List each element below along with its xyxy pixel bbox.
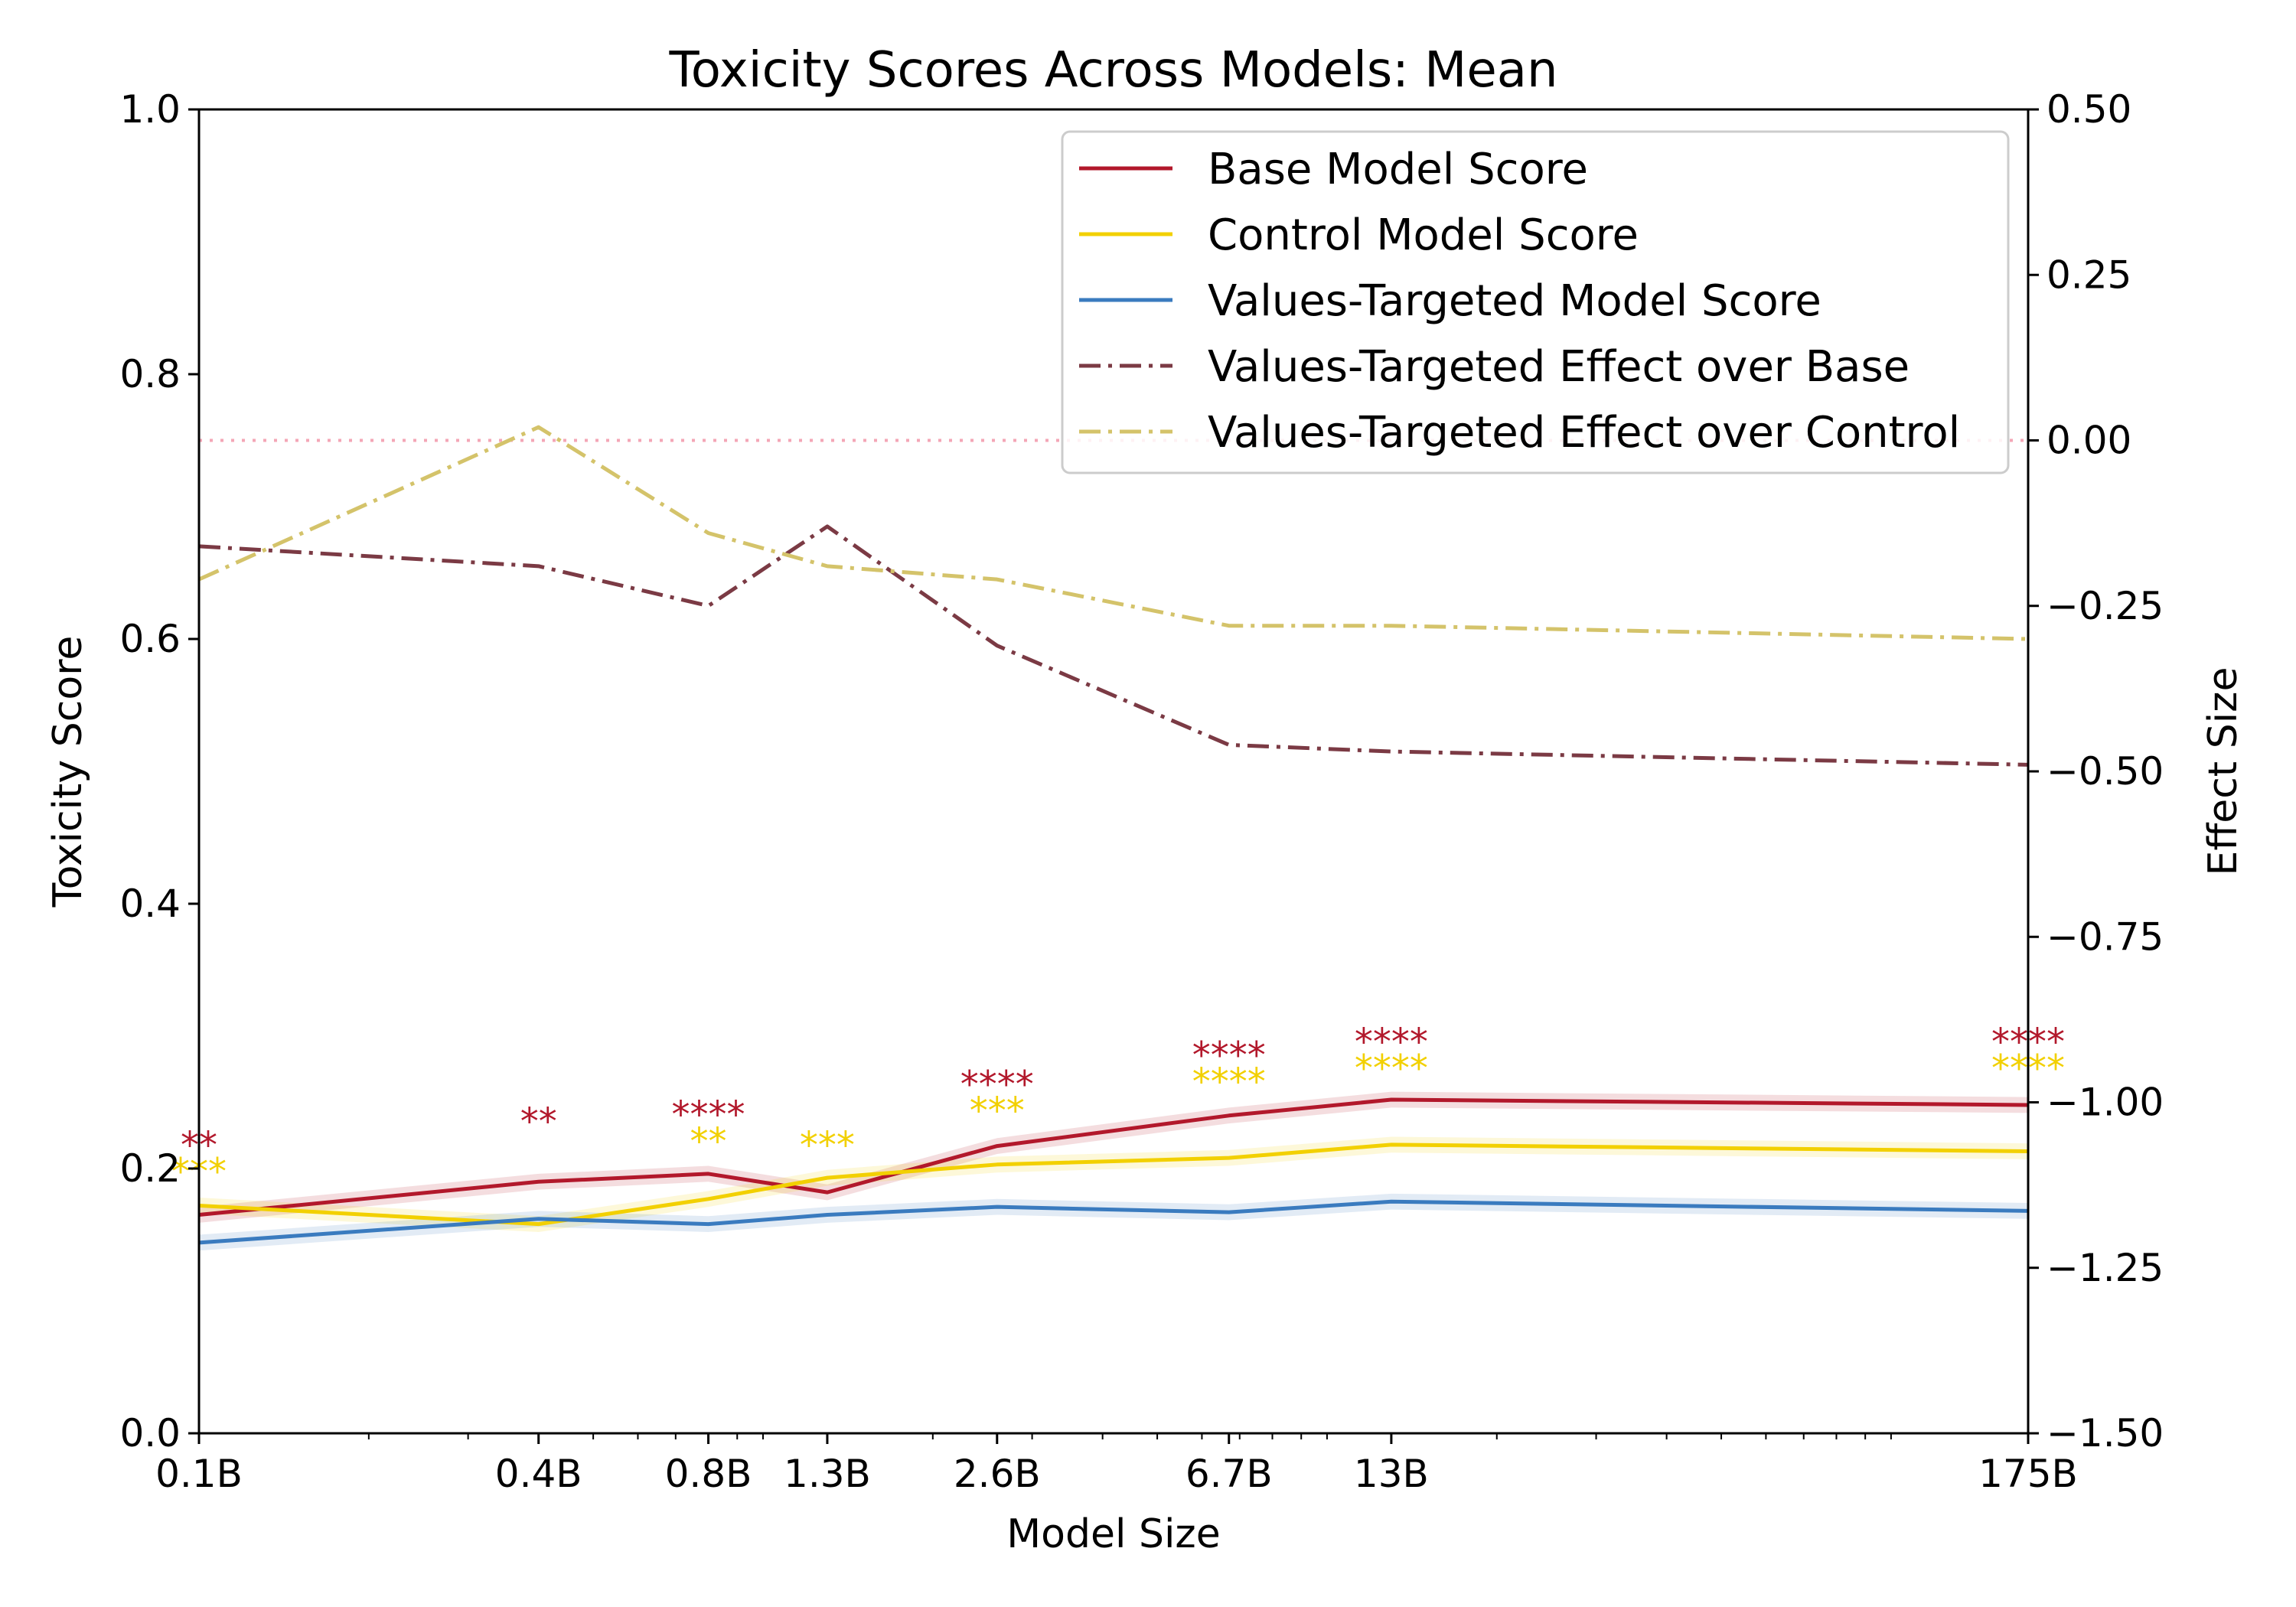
y-axis-right: −1.50 −1.25 −1.00 −0.75 −0.50 −0.25 0.00 0.25 0.… <box>2028 87 2164 1455</box>
x-tick-label: 1.3B <box>784 1452 871 1496</box>
y-axis-right-label: Effect Size <box>2200 667 2246 876</box>
significance-base-marker: **** <box>1355 1021 1428 1064</box>
legend: Base Model Score Control Model Score Value… <box>1061 130 2010 474</box>
legend-label-1: Control Model Score <box>1208 210 1639 260</box>
x-tick-label: 0.4B <box>495 1452 582 1496</box>
y-axis-left: 0.0 0.2 0.4 0.6 0.8 1.0 <box>119 87 199 1455</box>
significance-base-marker: **** <box>1192 1034 1266 1077</box>
series-line-0 <box>198 1097 2029 1217</box>
x-tick-label: 0.1B <box>155 1452 243 1496</box>
series-line-3 <box>198 524 2029 767</box>
y-tick-label: 0.6 <box>119 617 181 661</box>
y-right-tick-label: 0.00 <box>2047 419 2131 463</box>
legend-label-3: Values-Targeted Effect over Base <box>1208 342 1910 392</box>
significance-base-marker: ** <box>520 1100 557 1143</box>
y-right-tick-label: 0.50 <box>2047 87 2131 132</box>
significance-control-marker: **** <box>1355 1048 1428 1090</box>
x-tick-label: 13B <box>1354 1452 1429 1496</box>
y-right-tick-label: −0.75 <box>2047 914 2164 959</box>
significance-control-marker: *** <box>970 1090 1025 1133</box>
significance-control-marker: *** <box>800 1124 855 1167</box>
significance-base-marker: **** <box>672 1094 745 1136</box>
series-layer <box>197 425 2029 1245</box>
y-right-tick-label: −0.25 <box>2047 584 2164 628</box>
x-tick-label: 2.6B <box>954 1452 1041 1496</box>
y-tick-label: 0.4 <box>119 882 181 926</box>
legend-box <box>1061 130 2010 474</box>
x-axis: 0.1B 0.4B 0.8B 1.3B 2.6B 6.7B 13B 175B <box>155 1433 2078 1496</box>
y-tick-label: 1.0 <box>119 87 181 132</box>
y-right-tick-label: −0.50 <box>2047 749 2164 794</box>
legend-label-2: Values-Targeted Model Score <box>1208 276 1821 326</box>
y-tick-label: 0.2 <box>119 1146 181 1191</box>
significance-control-marker: ** <box>690 1120 727 1163</box>
confidence-band-2 <box>199 1193 2028 1251</box>
y-right-tick-label: 0.25 <box>2047 253 2131 297</box>
y-right-tick-label: −1.50 <box>2047 1411 2164 1455</box>
y-right-tick-label: −1.00 <box>2047 1081 2164 1125</box>
y-right-tick-label: −1.25 <box>2047 1246 2164 1290</box>
legend-label-0: Base Model Score <box>1208 145 1588 194</box>
significance-control-marker: **** <box>1192 1061 1266 1103</box>
y-tick-label: 0.0 <box>119 1411 181 1455</box>
x-tick-label: 0.8B <box>665 1452 752 1496</box>
series-line-2 <box>198 1199 2029 1245</box>
y-axis-label: Toxicity Score <box>45 636 91 908</box>
y-tick-label: 0.8 <box>119 352 181 396</box>
x-tick-label: 6.7B <box>1186 1452 1273 1496</box>
chart-title: Toxicity Scores Across Models: Mean <box>669 42 1558 99</box>
confidence-bands <box>199 1091 2028 1251</box>
x-axis-label: Model Size <box>1006 1511 1220 1557</box>
x-tick-label: 175B <box>1978 1452 2078 1496</box>
series-line-4 <box>197 425 2029 641</box>
significance-base-marker: **** <box>960 1063 1034 1106</box>
legend-label-4: Values-Targeted Effect over Control <box>1208 408 1960 458</box>
